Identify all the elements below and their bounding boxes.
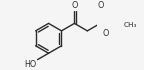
Text: O: O — [103, 29, 109, 38]
Text: HO: HO — [25, 60, 37, 69]
Text: O: O — [71, 1, 78, 10]
Text: CH₃: CH₃ — [123, 22, 137, 28]
Text: O: O — [97, 1, 103, 10]
